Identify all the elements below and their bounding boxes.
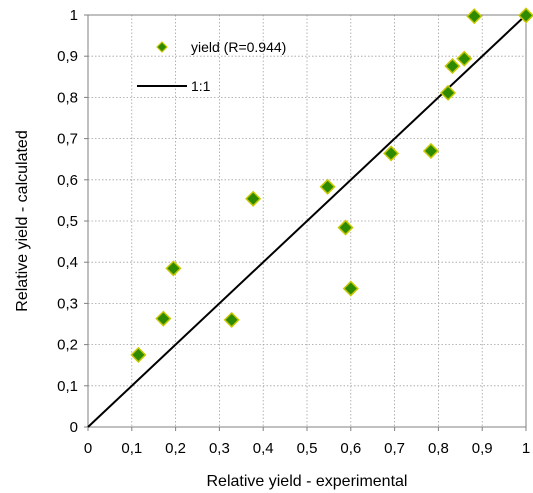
y-tick-label: 0,9 [57,48,78,65]
data-point [517,7,533,24]
data-point [155,310,172,327]
data-point [439,84,457,101]
x-tick-label: 0,9 [472,440,493,457]
data-point [342,280,359,297]
x-tick-label: 0,4 [253,440,274,457]
data-point [165,260,182,277]
y-tick-label: 0,3 [57,295,78,312]
x-tick-label: 0,3 [209,440,230,457]
y-axis-ticks: 0 0,1 0,2 0,3 0,4 0,5 0,6 0,7 0,8 0,9 1 [57,7,88,436]
y-tick-label: 0 [70,419,78,436]
y-tick-label: 0,7 [57,131,78,148]
y-tick-label: 0,2 [57,337,78,354]
one-to-one-line [87,14,527,428]
data-point [422,142,440,160]
x-axis-label: Relative yield - experimental [207,473,408,490]
x-tick-label: 0,2 [165,440,186,457]
y-tick-label: 1 [70,7,78,24]
legend-label-yield: yield (R=0.944) [191,39,286,55]
series-1to1-line [87,14,527,428]
x-tick-label: 1 [522,440,530,457]
legend-label-1to1: 1:1 [191,78,211,94]
data-point [444,58,461,75]
y-tick-label: 0,1 [57,378,78,395]
x-tick-label: 0 [84,440,92,457]
y-axis-label: Relative yield - calculated [14,130,31,311]
grid-lines [88,15,526,427]
y-tick-label: 0,4 [57,254,78,271]
y-tick-label: 0,6 [57,172,78,189]
series-yield-points [130,7,533,363]
data-point [383,145,400,162]
data-point [223,311,240,328]
y-tick-label: 0,8 [57,89,78,106]
x-tick-label: 0,1 [121,440,142,457]
x-tick-label: 0,5 [297,440,318,457]
legend-marker-yield [156,41,168,53]
data-point [466,8,483,25]
x-tick-label: 0,7 [384,440,405,457]
legend: yield (R=0.944) 1:1 [137,39,286,94]
x-axis-ticks: 0 0,1 0,2 0,3 0,4 0,5 0,6 0,7 0,8 0,9 1 [84,427,530,457]
data-point [456,50,473,67]
y-tick-label: 0,5 [57,213,78,230]
data-point [337,219,354,236]
data-point [319,178,336,195]
data-point [245,190,262,207]
x-tick-label: 0,8 [428,440,449,457]
data-point [130,346,147,363]
x-tick-label: 0,6 [340,440,361,457]
